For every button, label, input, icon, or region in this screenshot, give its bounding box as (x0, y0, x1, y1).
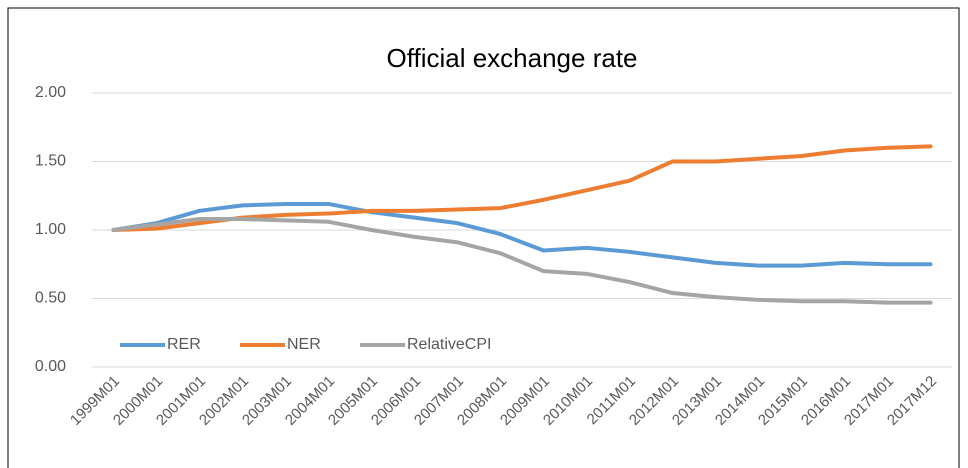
y-tick-label: 1.00 (35, 221, 66, 238)
legend-label: RER (167, 336, 201, 353)
series-line (111, 144, 933, 232)
legend-label: RelativeCPI (407, 336, 491, 353)
y-tick-label: 0.50 (35, 290, 66, 307)
y-tick-label: 1.50 (35, 153, 66, 170)
chart-border (7, 7, 960, 468)
chart-title: Official exchange rate (387, 43, 638, 73)
legend-label: NER (287, 336, 321, 353)
y-tick-label: 2.00 (35, 84, 66, 101)
series-line (111, 201, 933, 268)
series-line (111, 217, 933, 305)
y-tick-label: 0.00 (35, 358, 66, 375)
